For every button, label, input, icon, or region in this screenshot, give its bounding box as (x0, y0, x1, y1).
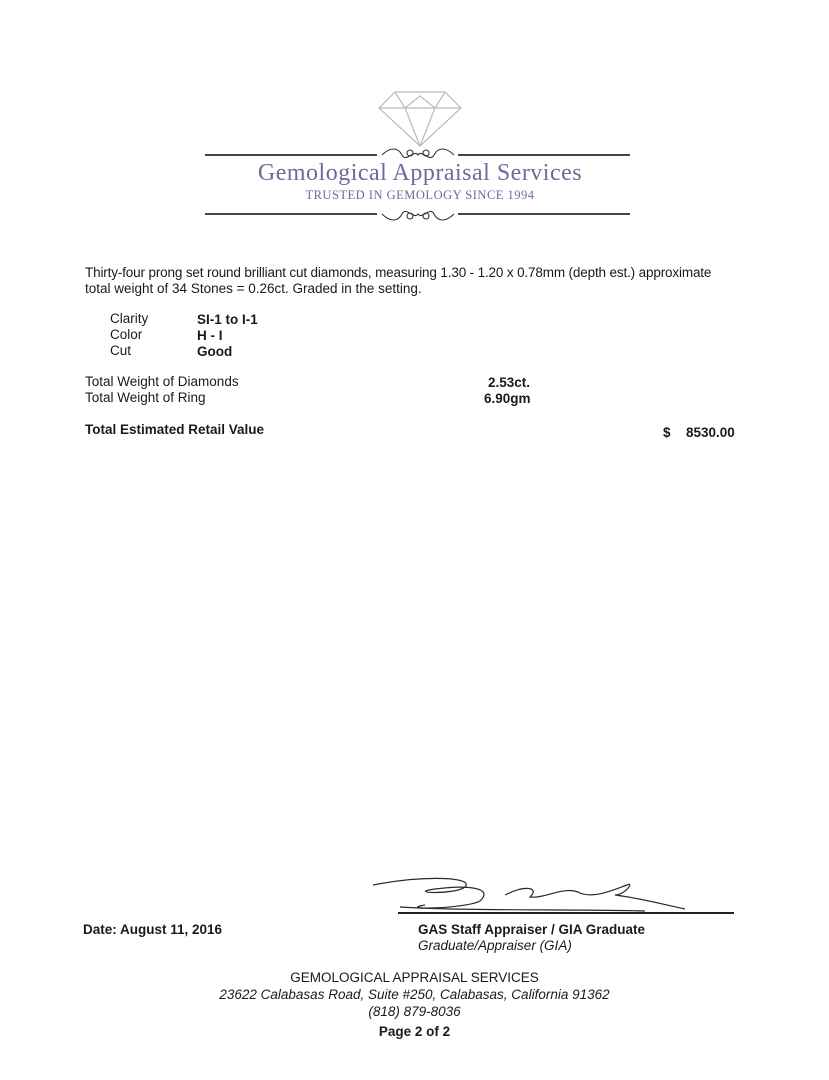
weight-value: 2.53ct. (488, 375, 531, 390)
grade-label: Color (110, 327, 143, 342)
flourish-icon (381, 210, 455, 221)
grade-value: Good (197, 344, 233, 359)
company-name-logo: Gemological Appraisal Services (257, 160, 583, 186)
grade-label: Cut (110, 343, 132, 358)
flourish-icon (381, 148, 455, 159)
grade-value: H - I (197, 328, 223, 343)
appraisal-date: Date: August 11, 2016 (83, 922, 223, 937)
total-value: 8530.00 (686, 425, 735, 440)
header-rule (205, 213, 377, 215)
signature-image (372, 877, 686, 912)
diamond-logo-icon (378, 91, 462, 147)
page-number: Page 2 of 2 (378, 1024, 451, 1039)
weight-value: 6.90gm (484, 391, 531, 406)
grade-label: Clarity (110, 311, 149, 326)
weight-label: Total Weight of Diamonds (85, 374, 239, 389)
weight-label: Total Weight of Ring (85, 390, 206, 405)
total-label: Total Estimated Retail Value (85, 422, 265, 437)
signature-line (398, 912, 734, 914)
footer-address: 23622 Calabasas Road, Suite #250, Calaba… (219, 987, 610, 1002)
header-rule (458, 154, 630, 156)
header-rule (458, 213, 630, 215)
total-currency: $ (663, 425, 671, 440)
footer-phone: (818) 879-8036 (368, 1004, 461, 1019)
header-rule (205, 154, 377, 156)
signer-title: GAS Staff Appraiser / GIA Graduate (418, 922, 646, 937)
footer-company: GEMOLOGICAL APPRAISAL SERVICES (290, 970, 539, 985)
description-line: total weight of 34 Stones = 0.26ct. Grad… (85, 281, 422, 296)
description-line: Thirty-four prong set round brilliant cu… (85, 265, 712, 280)
grade-value: SI-1 to I-1 (197, 312, 258, 327)
tagline: TRUSTED IN GEMOLOGY SINCE 1994 (305, 188, 535, 202)
signer-subtitle: Graduate/Appraiser (GIA) (418, 938, 572, 953)
